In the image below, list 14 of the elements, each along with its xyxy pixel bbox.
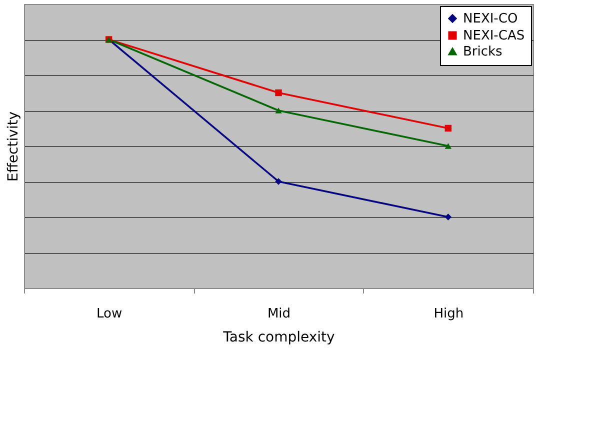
point — [275, 108, 282, 114]
y-axis-title: Effectivity — [6, 111, 22, 182]
point — [275, 178, 282, 185]
legend-label: NEXI-CAS — [463, 28, 525, 44]
legend-label: Bricks — [463, 44, 503, 60]
legend-label: NEXI-CO — [463, 12, 518, 26]
x-tick-label: Low — [96, 306, 122, 322]
point — [275, 89, 282, 96]
x-tick-label: High — [434, 306, 464, 322]
point — [444, 214, 452, 220]
point — [444, 124, 452, 132]
x-axis-title: Task complexity — [222, 330, 335, 346]
point — [444, 143, 452, 149]
x-tick-label: Mid — [267, 306, 291, 322]
